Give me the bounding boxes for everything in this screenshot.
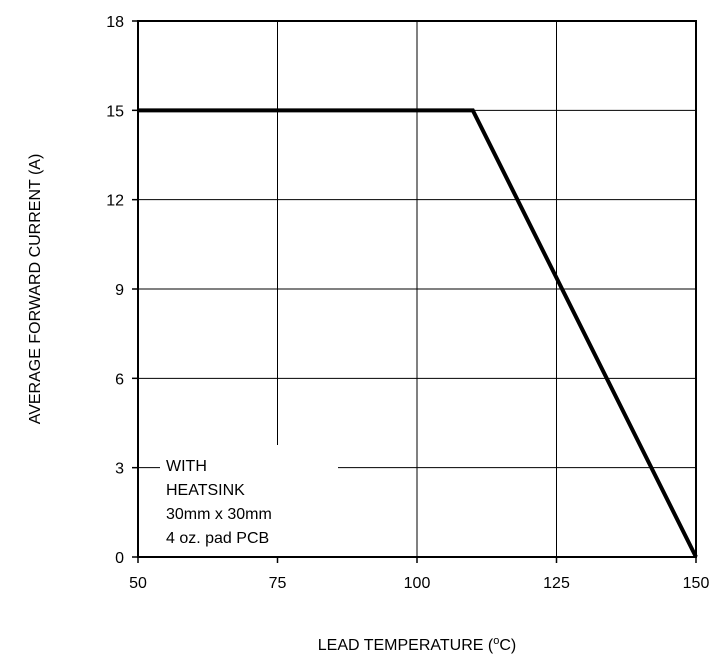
x-axis-title-end: C) [499, 637, 516, 654]
x-axis-title-superscript: o [493, 635, 499, 647]
annotation-line-1: HEATSINK [166, 482, 245, 499]
y-tick-label-15: 15 [106, 103, 124, 120]
tick-labels: 50 75 100 125 150 0 3 6 9 12 15 18 [106, 14, 709, 592]
y-tick-label-0: 0 [115, 550, 124, 567]
y-tick-label-9: 9 [115, 282, 124, 299]
axis-ticks [132, 20, 697, 563]
y-tick-label-6: 6 [115, 371, 124, 388]
y-tick-label-18: 18 [106, 14, 124, 31]
x-axis-title: LEAD TEMPERATURE (oC) [318, 635, 516, 654]
annotation-line-2: 30mm x 30mm [166, 506, 272, 523]
series-line-0 [138, 108, 698, 558]
annotation-background [160, 445, 338, 556]
y-tick-label-12: 12 [106, 193, 124, 210]
y-tick-label-3: 3 [115, 461, 124, 478]
x-tick-label-100: 100 [404, 575, 431, 592]
data-series [138, 108, 698, 558]
annotation-line-3: 4 oz. pad PCB [166, 530, 269, 547]
y-axis-title: AVERAGE FORWARD CURRENT (A) [27, 154, 44, 425]
x-tick-label-50: 50 [129, 575, 147, 592]
annotation-line-0: WITH [166, 458, 207, 475]
heatsink-annotation: WITH HEATSINK 30mm x 30mm 4 oz. pad PCB [166, 458, 272, 547]
x-tick-label-75: 75 [269, 575, 287, 592]
x-tick-label-150: 150 [683, 575, 710, 592]
x-tick-label-125: 125 [543, 575, 570, 592]
x-axis-title-main: LEAD TEMPERATURE ( [318, 637, 494, 654]
